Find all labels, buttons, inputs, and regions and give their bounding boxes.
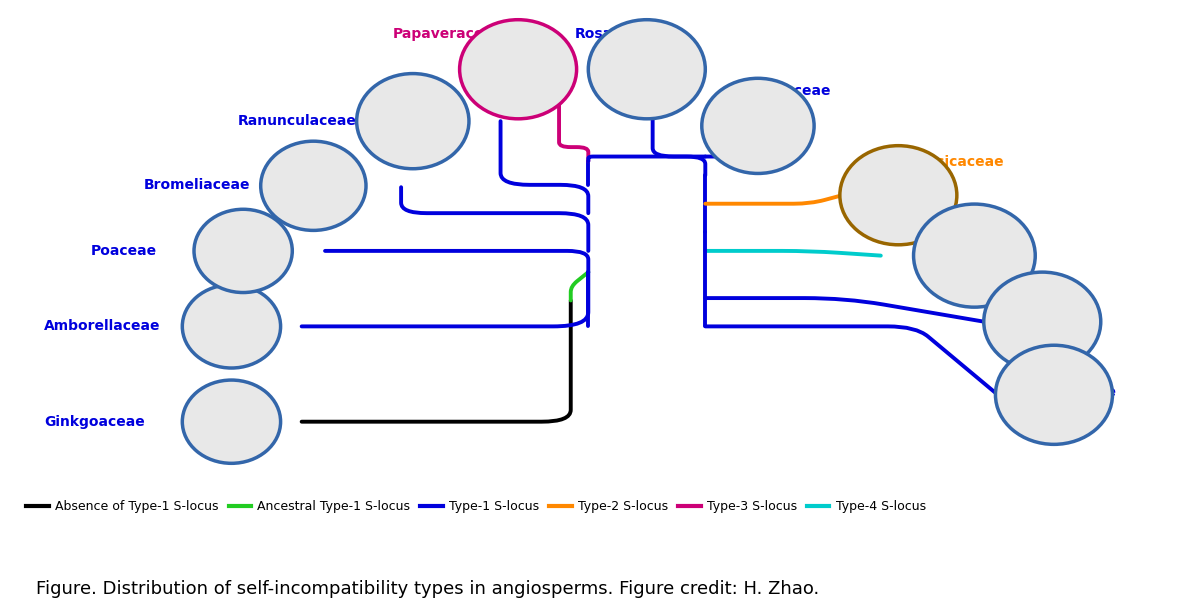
Text: Figure. Distribution of self-incompatibility types in angiosperms. Figure credit: Figure. Distribution of self-incompatibi… <box>36 580 820 598</box>
Text: Rutaceae: Rutaceae <box>758 85 832 99</box>
Text: Bromeliaceae: Bromeliaceae <box>144 178 250 192</box>
Text: Solanaceae: Solanaceae <box>996 289 1085 303</box>
Ellipse shape <box>182 285 281 368</box>
Text: Ginkgoaceae: Ginkgoaceae <box>44 414 145 428</box>
Text: Poaceae: Poaceae <box>91 244 157 258</box>
Text: Primulaceae: Primulaceae <box>925 221 1022 235</box>
Ellipse shape <box>194 209 293 292</box>
Text: Amborellaceae: Amborellaceae <box>44 319 161 333</box>
Ellipse shape <box>460 20 577 119</box>
Ellipse shape <box>260 141 366 230</box>
Ellipse shape <box>984 272 1100 371</box>
Ellipse shape <box>356 74 469 169</box>
Text: Brassicaceae: Brassicaceae <box>902 155 1004 169</box>
Ellipse shape <box>840 146 956 245</box>
Text: Papaveraceae: Papaveraceae <box>392 27 503 41</box>
Ellipse shape <box>702 78 814 173</box>
Ellipse shape <box>588 20 706 119</box>
Text: Ranunculaceae: Ranunculaceae <box>238 114 356 128</box>
Ellipse shape <box>913 204 1036 307</box>
Text: Plantaginaceae: Plantaginaceae <box>996 386 1116 400</box>
Legend: Absence of Type-1 S-locus, Ancestral Type-1 S-locus, Type-1 S-locus, Type-2 S-lo: Absence of Type-1 S-locus, Ancestral Typ… <box>22 495 931 519</box>
Ellipse shape <box>182 380 281 463</box>
Ellipse shape <box>996 345 1112 444</box>
Text: Rosaceae: Rosaceae <box>575 27 649 41</box>
